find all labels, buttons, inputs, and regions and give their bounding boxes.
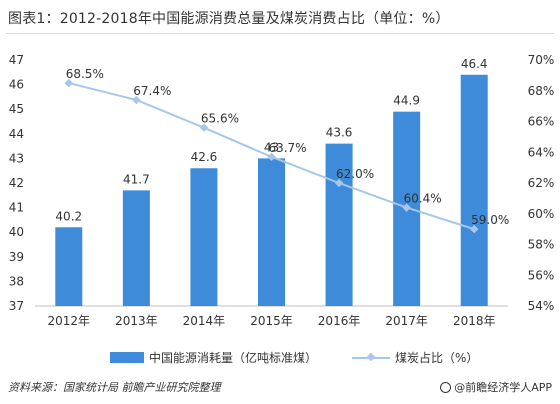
brand-text: @前瞻经济学人APP bbox=[454, 381, 552, 394]
y-right-tick-label: 54% bbox=[528, 299, 555, 313]
y-right-tick-label: 56% bbox=[528, 268, 555, 282]
y-right-tick-label: 60% bbox=[528, 207, 555, 221]
coal-share-marker bbox=[64, 78, 74, 88]
x-tick-label: 2012年 bbox=[48, 314, 91, 328]
chart-legend: 中国能源消耗量（亿吨标准煤） 煤炭占比（%） bbox=[0, 349, 560, 369]
y-right-tick-label: 62% bbox=[528, 176, 555, 190]
bar bbox=[325, 143, 353, 306]
y-left-tick-label: 45 bbox=[9, 102, 24, 116]
bar-value-label: 41.7 bbox=[123, 172, 150, 186]
legend-label-coal: 煤炭占比（%） bbox=[395, 351, 479, 365]
coal-share-marker bbox=[132, 95, 141, 105]
y-left-tick-label: 47 bbox=[9, 53, 24, 67]
coal-share-marker bbox=[267, 152, 276, 162]
bar-value-label: 44.9 bbox=[393, 94, 420, 108]
brand-logo-icon bbox=[440, 381, 452, 393]
y-left-tick-label: 46 bbox=[9, 78, 24, 92]
line-value-label: 67.4% bbox=[133, 84, 171, 98]
y-right-tick-label: 66% bbox=[528, 115, 555, 129]
x-tick-label: 2013年 bbox=[115, 314, 158, 328]
legend-item-energy: 中国能源消耗量（亿吨标准煤） bbox=[110, 349, 317, 366]
line-value-label: 62.0% bbox=[336, 167, 374, 181]
y-left-tick-label: 39 bbox=[9, 250, 24, 264]
bar-value-label: 46.4 bbox=[461, 57, 488, 71]
brand-mark: @前瞻经济学人APP bbox=[440, 379, 552, 395]
y-right-tick-label: 58% bbox=[528, 238, 555, 252]
y-left-tick-label: 44 bbox=[9, 127, 24, 141]
chart-canvas: 37 38 39 40 41 42 43 44 45 46 47 54% 56% 58% 60% 62% 64%… bbox=[9, 53, 555, 328]
coal-share-marker bbox=[402, 203, 411, 212]
coal-share-marker bbox=[469, 224, 479, 234]
line-value-label: 60.4% bbox=[404, 192, 442, 206]
y-right-tick-label: 64% bbox=[528, 145, 555, 159]
title-divider bbox=[6, 33, 554, 34]
line-value-label: 63.7% bbox=[268, 141, 306, 155]
line-value-label: 65.6% bbox=[201, 112, 239, 126]
legend-bar-swatch bbox=[110, 352, 144, 363]
bar-value-label: 42.6 bbox=[191, 150, 218, 164]
x-tick-label: 2018年 bbox=[453, 314, 496, 328]
bar-value-label: 40.2 bbox=[55, 209, 82, 223]
legend-item-coal: 煤炭占比（%） bbox=[352, 349, 478, 366]
y-left-tick-label: 43 bbox=[9, 151, 24, 165]
bar bbox=[55, 227, 83, 306]
y-left-tick-label: 42 bbox=[9, 176, 24, 190]
y-left-tick-label: 40 bbox=[9, 225, 24, 239]
y-left-tick-label: 37 bbox=[9, 299, 24, 313]
x-tick-label: 2016年 bbox=[318, 314, 361, 328]
bar bbox=[122, 190, 150, 306]
source-note: 资料来源：国家统计局 前瞻产业研究院整理 bbox=[8, 381, 221, 394]
line-value-label: 68.5% bbox=[66, 67, 104, 81]
x-tick-label: 2015年 bbox=[250, 314, 293, 328]
coal-share-marker bbox=[199, 123, 209, 132]
legend-line-swatch bbox=[352, 352, 390, 363]
bar bbox=[460, 74, 488, 306]
coal-share-marker bbox=[334, 178, 344, 188]
y-left-tick-label: 41 bbox=[9, 201, 24, 215]
x-tick-label: 2014年 bbox=[183, 314, 226, 328]
legend-label-energy: 中国能源消耗量（亿吨标准煤） bbox=[149, 351, 318, 365]
bar-value-label: 43.6 bbox=[326, 126, 353, 140]
y-right-tick-label: 70% bbox=[528, 53, 555, 67]
y-right-tick-label: 68% bbox=[528, 84, 555, 98]
line-value-label: 59.0% bbox=[471, 213, 509, 227]
bar-value-label: 43 bbox=[264, 140, 279, 154]
bar bbox=[258, 158, 285, 306]
bar bbox=[190, 168, 218, 306]
y-left-tick-label: 38 bbox=[9, 274, 24, 288]
x-tick-label: 2017年 bbox=[385, 314, 428, 328]
chart-title: 图表1：2012-2018年中国能源消费总量及煤炭消费占比（单位：%） bbox=[8, 11, 450, 27]
